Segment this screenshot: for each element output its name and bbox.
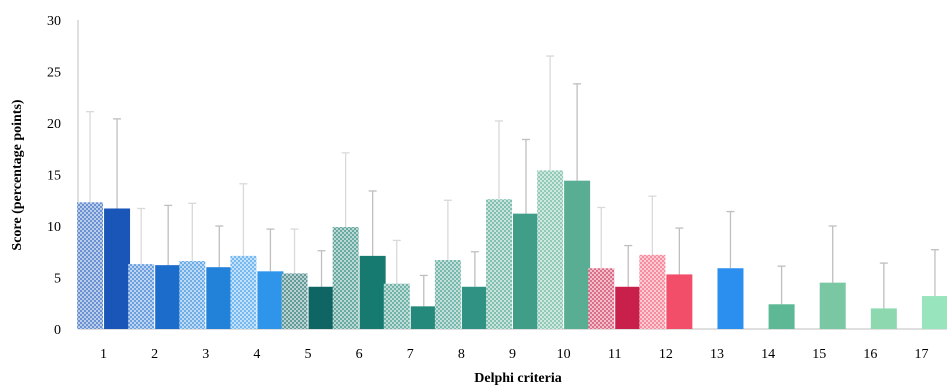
hatched-bar-1 <box>77 202 104 329</box>
y-tick-label: 5 <box>54 272 61 287</box>
hatched-bar-3 <box>179 261 206 329</box>
x-tick-label: 15 <box>812 347 826 362</box>
x-tick-label: 5 <box>305 347 312 362</box>
x-tick-label: 2 <box>151 347 158 362</box>
solid-bar-16 <box>870 308 897 329</box>
y-tick-label: 15 <box>47 169 61 184</box>
y-tick-label: 25 <box>47 66 61 81</box>
solid-bar-7 <box>410 306 437 329</box>
y-axis-title: Score (percentage points) <box>10 99 25 250</box>
solid-bar-5 <box>308 286 335 329</box>
solid-bar-11 <box>615 286 642 329</box>
solid-bar-9 <box>513 213 539 329</box>
x-tick-label: 14 <box>761 347 775 362</box>
hatched-bar-7 <box>383 283 410 329</box>
solid-bar-8 <box>461 286 488 329</box>
hatched-bar-11 <box>588 268 615 329</box>
x-tick-label: 9 <box>509 347 516 362</box>
error-bars <box>86 55 939 309</box>
hatched-bar-12 <box>639 254 666 329</box>
x-tick-label: 3 <box>202 347 209 362</box>
solid-bar-3 <box>206 267 233 329</box>
solid-bar-17 <box>921 296 947 329</box>
x-tick-label: 8 <box>458 347 465 362</box>
x-tick-label: 16 <box>863 347 877 362</box>
hatched-bar-5 <box>281 273 308 329</box>
hatched-bar-9 <box>486 199 512 329</box>
x-tick-label: 11 <box>608 347 621 362</box>
solid-bar-15 <box>819 282 846 329</box>
hatched-bar-6 <box>332 227 359 329</box>
solid-bar-4 <box>257 271 284 329</box>
x-tick-label: 4 <box>253 347 260 362</box>
y-tick-label: 20 <box>47 117 61 132</box>
solid-bar-10 <box>564 180 591 329</box>
x-tick-label: 13 <box>710 347 724 362</box>
x-tick-label: 1 <box>100 347 107 362</box>
solid-bar-1 <box>104 208 131 329</box>
solid-bar-6 <box>359 255 386 329</box>
x-tick-label: 7 <box>407 347 414 362</box>
x-tick-label: 12 <box>659 347 673 362</box>
x-axis-title: Delphi criteria <box>474 371 561 385</box>
hatched-bar-2 <box>128 264 155 329</box>
solid-bar-2 <box>155 265 182 329</box>
y-tick-label: 0 <box>54 323 61 338</box>
x-tick-label: 6 <box>356 347 363 362</box>
hatched-bar-4 <box>230 255 257 329</box>
bars <box>77 170 947 329</box>
x-tick-label: 17 <box>914 347 928 362</box>
x-tick-label: 10 <box>557 347 571 362</box>
solid-bar-13 <box>717 268 744 329</box>
solid-bar-14 <box>768 304 795 329</box>
hatched-bar-8 <box>434 259 461 329</box>
y-tick-label: 30 <box>47 14 61 29</box>
hatched-bar-10 <box>537 170 564 329</box>
y-tick-label: 10 <box>47 220 61 235</box>
solid-bar-12 <box>666 274 693 329</box>
